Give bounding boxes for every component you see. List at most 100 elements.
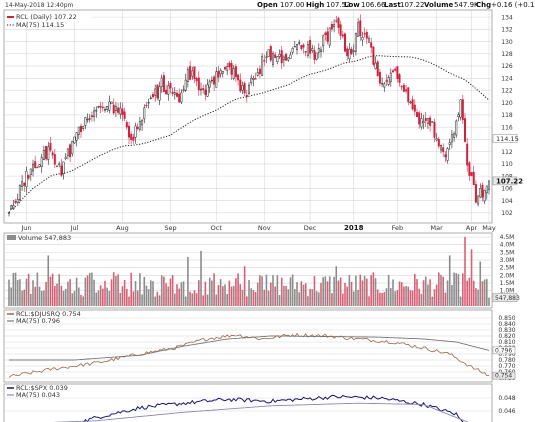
candle-body [176, 92, 178, 97]
month-axis-tick: Oct [211, 224, 223, 232]
volume-bar [466, 280, 468, 306]
candle-body [226, 66, 229, 71]
volume-legend-swatch [7, 235, 16, 240]
volume-bar [136, 290, 139, 306]
open-value: 107.00 [280, 1, 305, 9]
volume-bar [344, 282, 346, 306]
volume-bar [357, 289, 359, 306]
volume-panel-frame [3, 232, 493, 309]
candle-body [204, 89, 207, 95]
volume-grid: 500K1.0M1.5M2.0M2.5M3.0M3.5M4.0M4.5M [5, 234, 516, 302]
volume-bar [243, 266, 246, 306]
candle-body [34, 161, 37, 168]
volume-bar [486, 279, 488, 306]
volume-bar [385, 288, 388, 306]
open-label: Open [257, 1, 278, 9]
volume-bar [483, 279, 486, 306]
volume-bar [342, 293, 344, 306]
candle-body [99, 105, 102, 108]
candle-body [250, 77, 253, 84]
rs1-axis-tick: 0.820 [498, 333, 515, 340]
volume-bar [134, 281, 137, 306]
candle-body [53, 154, 56, 165]
volume-bars [8, 237, 490, 306]
volume-bar [328, 276, 331, 306]
volume-bar [379, 292, 381, 306]
volume-bar [459, 296, 462, 306]
candle-body [359, 20, 362, 37]
volume-bar [420, 293, 423, 306]
volume-bar [152, 281, 154, 306]
volume-bar [200, 250, 202, 306]
volume-bar [414, 273, 416, 306]
candle-body [32, 163, 34, 172]
price-axis-tick: 112 [501, 149, 513, 156]
volume-bar [147, 289, 150, 306]
volume-bar [283, 285, 285, 306]
candle-body [77, 126, 80, 135]
price-panel-frame [3, 9, 493, 224]
volume-bar [250, 288, 252, 306]
candle-body [141, 120, 144, 126]
volume-bar [191, 293, 194, 306]
month-axis-tick: Mar [431, 224, 444, 232]
candle-body [152, 93, 154, 98]
candle-body [300, 45, 303, 50]
volume-bar [36, 272, 39, 306]
candle-body [40, 157, 43, 167]
volume-bar [387, 274, 390, 306]
volume-bar [10, 287, 12, 306]
volume-bar [69, 279, 71, 306]
volume-bar [215, 294, 218, 306]
candle-body [464, 118, 466, 142]
candle-body [219, 70, 222, 75]
candle-body [86, 118, 89, 121]
volume-bar [60, 285, 63, 306]
volume-bar [106, 287, 108, 306]
volume-bar [165, 283, 167, 306]
month-axis-tick: Nov [258, 224, 271, 232]
price-axis-tick: 118 [501, 112, 513, 119]
month-axis-tick: Aug [116, 224, 129, 232]
price-axis-tick: 110 [501, 161, 513, 168]
candle-body [162, 75, 165, 92]
candle-body [112, 104, 115, 114]
volume-bar [47, 255, 50, 306]
volume-bar [110, 279, 113, 306]
candle-body [193, 66, 196, 79]
header-date: 14-May-2018 12:40pm [5, 2, 74, 9]
price-last-tag: 107.22 [492, 176, 523, 185]
candle-body [90, 115, 93, 118]
candle-body [370, 42, 373, 48]
volume-bar [422, 280, 425, 306]
volume-bar [307, 296, 309, 306]
volume-bar [169, 278, 172, 306]
volume-bar [274, 286, 276, 306]
volume-bar [217, 285, 220, 306]
volume-bar [189, 291, 191, 306]
volume-bar [88, 272, 91, 306]
high-label: High [306, 1, 324, 9]
candle-body [280, 50, 283, 64]
candle-body [291, 47, 294, 53]
candle-body [197, 77, 200, 91]
volume-bar [54, 286, 56, 306]
candle-body [217, 71, 220, 78]
rs1-ma-line [9, 335, 490, 361]
volume-bar [202, 295, 204, 306]
candle-body [232, 67, 235, 79]
volume-bar [302, 284, 305, 306]
volume-bar [167, 286, 170, 306]
candle-body [36, 166, 39, 169]
candle-body [154, 88, 157, 96]
candle-body [479, 188, 482, 198]
candle-body [324, 32, 327, 36]
volume-bar [43, 290, 45, 306]
volume-bar [455, 273, 458, 306]
candle-body [167, 85, 170, 95]
volume-bar [130, 272, 132, 306]
volume-bar [156, 291, 159, 306]
volume-bar [272, 275, 274, 306]
volume-bar [304, 283, 307, 306]
candle-body [409, 101, 412, 104]
